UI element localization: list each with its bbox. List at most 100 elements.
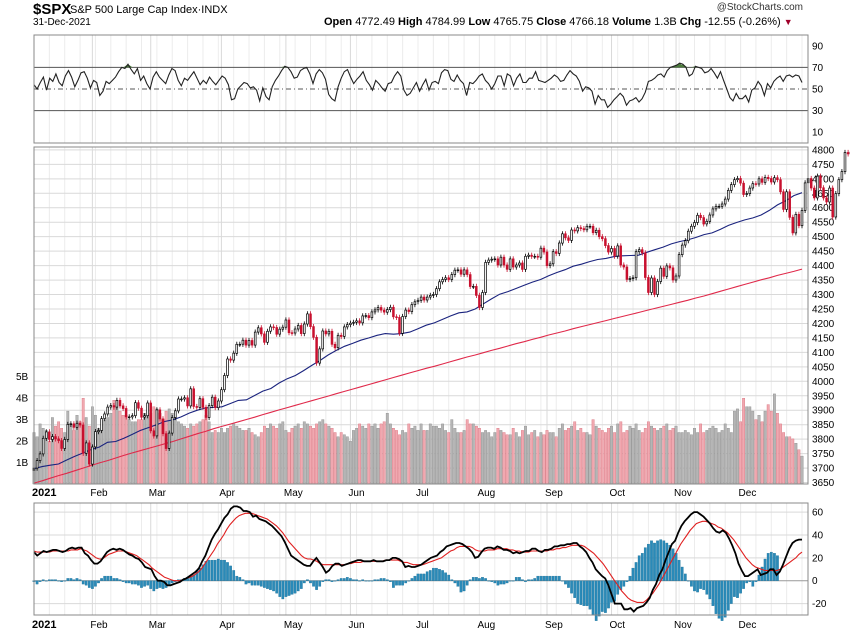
x-tick-label-macd: Sep xyxy=(545,620,563,631)
candle-body xyxy=(683,240,687,246)
volume-bar xyxy=(385,413,389,485)
price-tick-label: 3850 xyxy=(812,420,835,431)
volume-bar xyxy=(296,423,300,485)
price-tick-label: 4550 xyxy=(812,218,835,229)
macd-histogram-bar xyxy=(432,567,435,581)
candle-body xyxy=(382,309,386,313)
candle-body xyxy=(570,229,573,241)
volume-bar xyxy=(51,417,54,485)
candle-body xyxy=(816,175,819,199)
candle-body xyxy=(155,409,159,437)
candle-body xyxy=(505,264,509,270)
candle-body xyxy=(770,178,773,183)
candle-body xyxy=(75,422,79,428)
volume-bar xyxy=(219,428,223,485)
macd-tick-label: 20 xyxy=(812,553,824,564)
exchange-label: INDX xyxy=(201,4,228,16)
candle-body xyxy=(508,258,512,270)
macd-histogram-bar xyxy=(302,580,306,584)
candle-body xyxy=(72,423,76,428)
volume-bar xyxy=(791,438,795,485)
candle-body xyxy=(419,296,423,301)
volume-bar xyxy=(545,430,549,485)
macd-histogram-bar xyxy=(514,577,518,581)
volume-bar xyxy=(432,425,435,485)
macd-histogram-bar xyxy=(223,559,226,581)
volume-bar xyxy=(585,432,589,485)
macd-histogram-bar xyxy=(333,580,337,582)
volume-bar xyxy=(760,421,764,485)
volume-bar xyxy=(189,423,193,485)
macd-histogram-bar xyxy=(266,580,269,589)
chart-header: $SPX S&P 500 Large Cap Index·INDX 31-Dec… xyxy=(0,0,850,30)
candle-body xyxy=(57,438,60,441)
macd-histogram-bar xyxy=(723,580,727,618)
candle-body xyxy=(831,187,834,218)
candle-body xyxy=(554,251,558,254)
candle-body xyxy=(705,220,708,225)
macd-histogram-bar xyxy=(130,580,134,585)
macd-histogram-bar xyxy=(143,580,146,587)
macd-histogram-bar xyxy=(287,580,291,596)
volume-bar xyxy=(508,434,512,485)
candle-body xyxy=(84,442,88,454)
macd-histogram-bar xyxy=(518,577,521,581)
candle-body xyxy=(834,193,838,218)
volume-bar xyxy=(533,430,537,485)
macd-histogram-bar xyxy=(75,578,79,581)
macd-histogram-bar xyxy=(94,580,97,587)
candle-body xyxy=(324,330,328,335)
macd-tick-label: -20 xyxy=(812,599,827,610)
macd-histogram-bar xyxy=(527,579,530,581)
macd-histogram-bar xyxy=(410,578,414,581)
candle-body xyxy=(779,179,782,193)
candle-body xyxy=(601,236,604,240)
volume-bar xyxy=(198,421,202,485)
volume-bar xyxy=(299,428,303,485)
candle-body xyxy=(158,409,162,420)
volume-bar xyxy=(324,423,328,485)
candle-body xyxy=(628,278,632,280)
rsi-overbought-fill xyxy=(123,63,700,68)
volume-bar xyxy=(223,432,226,485)
macd-histogram-bar xyxy=(484,578,487,581)
volume-bar xyxy=(514,432,518,485)
volume-bar xyxy=(358,423,361,485)
candle-body xyxy=(88,442,91,465)
price-tick-label: 4250 xyxy=(812,304,835,315)
macd-histogram-bar xyxy=(597,580,601,617)
macd-histogram-bar xyxy=(100,578,103,581)
candle-body xyxy=(536,255,540,258)
macd-histogram-bar xyxy=(711,580,715,606)
macd-histogram-bar xyxy=(112,578,116,581)
volume-bar xyxy=(226,428,229,485)
macd-histogram-bar xyxy=(551,575,555,581)
volume-bar xyxy=(176,421,180,485)
macd-histogram-bar xyxy=(72,579,76,581)
candle-body xyxy=(180,398,183,401)
volume-bar xyxy=(499,430,503,485)
candle-body xyxy=(674,275,678,281)
macd-histogram-bar xyxy=(496,580,500,586)
candle-body xyxy=(349,322,352,325)
candle-body xyxy=(327,330,331,335)
candle-body xyxy=(594,229,598,233)
volume-bar xyxy=(435,425,438,485)
candle-body xyxy=(472,286,475,288)
macd-histogram-bar xyxy=(622,580,626,587)
macd-histogram-bar xyxy=(146,580,150,586)
volume-bar xyxy=(699,423,703,485)
candle-body xyxy=(785,191,788,210)
volume-bar xyxy=(180,423,183,485)
macd-histogram-bar xyxy=(385,579,389,581)
macd-histogram-bar xyxy=(438,569,441,581)
candle-body xyxy=(481,292,484,308)
macd-histogram-bar xyxy=(499,580,503,585)
macd-histogram-bar xyxy=(680,566,684,581)
volume-bar xyxy=(272,425,275,485)
macd-histogram-bar xyxy=(306,579,309,581)
candle-body xyxy=(444,277,447,280)
macd-histogram-bar xyxy=(91,580,94,589)
macd-histogram-bar xyxy=(702,580,706,590)
macd-histogram-bar xyxy=(124,580,128,584)
